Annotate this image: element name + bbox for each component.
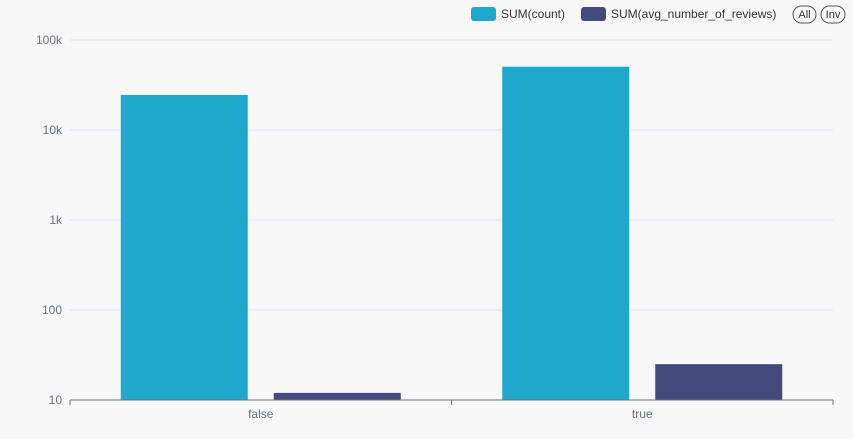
- legend-all-button[interactable]: All: [792, 5, 817, 24]
- legend-item-1[interactable]: SUM(avg_number_of_reviews): [581, 7, 776, 21]
- bar-false-series-0[interactable]: [120, 94, 248, 401]
- y-tick-label: 10: [49, 393, 63, 407]
- x-tick-label: true: [632, 407, 653, 421]
- bar-true-series-1[interactable]: [655, 364, 783, 400]
- button-label: All: [798, 9, 810, 21]
- y-axis-ticks: 10 100 1k 10k 100k: [36, 33, 63, 407]
- y-tick-label: 100: [42, 303, 62, 317]
- legend-label: SUM(count): [501, 7, 565, 21]
- legend-label: SUM(avg_number_of_reviews): [611, 7, 776, 21]
- legend-item-0[interactable]: SUM(count): [471, 7, 565, 21]
- button-outline: [792, 5, 817, 24]
- y-tick-label: 100k: [36, 33, 63, 47]
- bar-false-series-1[interactable]: [273, 392, 401, 400]
- x-tick-label: false: [248, 407, 274, 421]
- legend-swatch: [581, 7, 606, 21]
- x-axis: false true: [69, 399, 834, 421]
- button-label: Inv: [826, 9, 841, 21]
- legend[interactable]: SUM(count) SUM(avg_number_of_reviews) All I…: [471, 5, 846, 24]
- bar-true-series-0[interactable]: [502, 66, 630, 401]
- bars: [120, 66, 783, 401]
- legend-inv-button[interactable]: Inv: [820, 5, 846, 24]
- y-tick-label: 10k: [43, 123, 63, 137]
- legend-swatch: [471, 7, 496, 21]
- y-tick-label: 1k: [49, 213, 63, 227]
- button-outline: [820, 5, 846, 24]
